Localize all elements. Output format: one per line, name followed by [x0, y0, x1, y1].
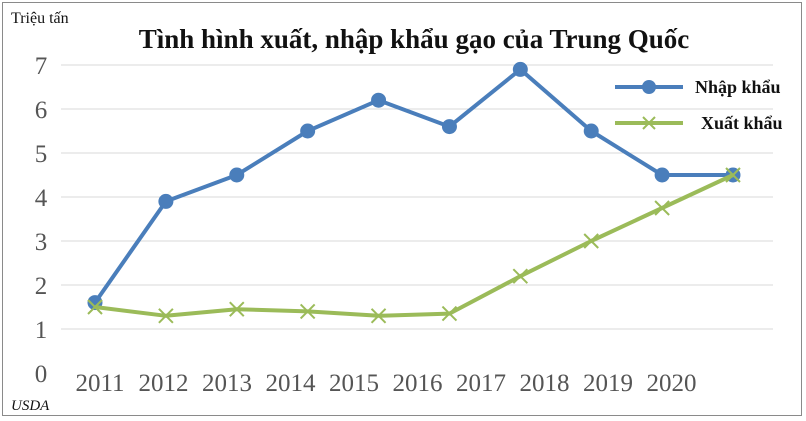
- legend-marker-nhap-khau: [642, 80, 656, 94]
- x-tick-labels: 2011 2012 2013 2014 2015 2016 2017 2018 2019 2020: [75, 370, 696, 397]
- line-chart: Tình hình xuất, nhập khẩu gạo của Trung …: [11, 10, 783, 414]
- data-point: [229, 167, 245, 183]
- x-tick-label: 2014: [266, 370, 317, 397]
- data-point: [229, 301, 245, 317]
- data-point: [370, 308, 387, 324]
- data-point: [583, 233, 599, 249]
- x-tick-label: 2011: [75, 370, 124, 397]
- data-point: [87, 299, 103, 315]
- data-point: [441, 305, 458, 322]
- y-tick-label: 1: [35, 317, 48, 344]
- series-lines: [87, 61, 741, 324]
- data-point: [583, 123, 599, 139]
- x-tick-label: 2018: [520, 370, 570, 397]
- data-point: [654, 167, 670, 183]
- legend: Nhập khẩu Xuất khẩu: [615, 77, 783, 133]
- data-point: [158, 193, 174, 209]
- y-tick-label: 4: [35, 185, 48, 212]
- x-tick-label: 2015: [329, 370, 379, 397]
- legend-item-xuat-khau: Xuất khẩu: [615, 113, 783, 133]
- series-xuat-khau: [87, 167, 741, 324]
- data-point: [512, 268, 529, 284]
- x-tick-label: 2013: [202, 370, 252, 397]
- legend-label-xuat-khau: Xuất khẩu: [701, 113, 783, 133]
- y-axis-unit-label: Triệu tấn: [11, 10, 69, 27]
- data-point: [158, 308, 174, 324]
- x-tick-label: 2016: [393, 370, 443, 397]
- chart-title: Tình hình xuất, nhập khẩu gạo của Trung …: [139, 24, 689, 54]
- legend-item-nhap-khau: Nhập khẩu: [615, 77, 781, 97]
- chart-frame: Tình hình xuất, nhập khẩu gạo của Trung …: [2, 2, 802, 416]
- data-point: [299, 303, 316, 320]
- legend-label-nhap-khau: Nhập khẩu: [695, 77, 781, 97]
- legend-marker-xuat-khau: [642, 116, 656, 130]
- series-line: [94, 173, 734, 318]
- data-point: [654, 200, 670, 216]
- x-tick-label: 2017: [456, 370, 506, 397]
- y-tick-label: 6: [35, 97, 48, 124]
- y-tick-label: 0: [35, 361, 48, 388]
- y-tick-labels: 0 1 2 3 4 5 6 7: [35, 53, 48, 388]
- series-nhap-khau: [87, 61, 741, 311]
- source-label: USDA: [11, 398, 50, 414]
- series-line: [93, 67, 733, 304]
- x-tick-label: 2020: [647, 370, 697, 397]
- data-point: [441, 119, 457, 135]
- data-point: [300, 123, 316, 139]
- y-tick-label: 2: [35, 273, 48, 300]
- x-tick-label: 2012: [139, 370, 189, 397]
- y-tick-label: 3: [35, 229, 48, 256]
- data-point: [512, 61, 528, 77]
- data-point: [725, 167, 741, 183]
- x-tick-label: 2019: [583, 370, 633, 397]
- y-tick-label: 7: [35, 53, 48, 80]
- data-point: [371, 92, 387, 108]
- y-tick-label: 5: [35, 141, 48, 168]
